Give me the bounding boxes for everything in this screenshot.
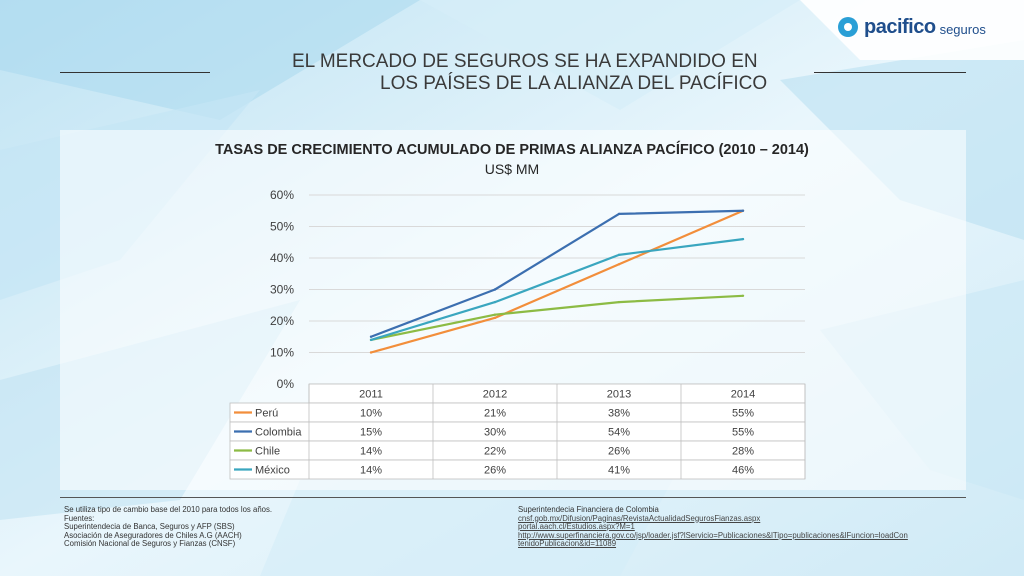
footer-source: Superintendecia Financiera de Colombia [518,505,659,514]
data-point [617,253,621,257]
footer-source: Comisión Nacional de Seguros y Fianzas (… [64,539,236,548]
data-point [369,335,373,338]
title-rule-left [60,72,210,73]
data-label: 22% [484,446,506,458]
legend-label: Colombia [255,427,302,439]
table-row [229,421,806,442]
data-label: 10% [360,408,382,420]
x-category-label: 2012 [483,389,507,401]
title-rule-right [814,72,966,73]
series-line-colombia [370,209,744,338]
logo-name: pacifico [864,15,936,38]
footer-separator [60,497,966,498]
series-line-perú [370,209,744,354]
data-label: 15% [360,427,382,439]
table-row [229,402,806,423]
legend-label: Perú [255,408,278,420]
x-category-label: 2014 [731,389,755,401]
source-link[interactable]: tenidoPublicacion&id=11089 [518,539,617,548]
data-label: 41% [608,465,630,477]
data-label: 14% [360,465,382,477]
table-row [229,459,806,480]
data-label: 38% [608,408,630,420]
legend-label: Chile [255,446,280,458]
y-tick-label: 40% [270,251,294,265]
footer-links: Superintendecia Financiera de Colombia c… [518,505,908,549]
table-row [229,440,806,461]
data-point [369,338,373,342]
footer-notes: Se utiliza tipo de cambio base del 2010 … [64,505,273,549]
y-tick-label: 60% [270,188,294,202]
footer-note: Se utiliza tipo de cambio base del 2010 … [64,505,273,514]
data-point [493,316,497,320]
data-label: 55% [732,408,754,420]
data-label: 21% [484,408,506,420]
data-label: 54% [608,427,630,439]
footer-sources-label: Fuentes: [64,513,95,523]
y-tick-label: 10% [270,346,294,360]
logo-icon [838,17,858,37]
data-point [493,300,497,304]
data-label: 46% [732,465,754,477]
data-label: 26% [608,446,630,458]
data-point [741,209,745,212]
logo-subtitle: seguros [939,21,986,37]
data-point [369,351,373,354]
data-point [617,263,621,266]
y-tick-label: 20% [270,314,294,328]
footer-source: Asociación de Aseguradores de Chiles A.G… [64,530,242,540]
chart-subtitle: US$ MM [484,161,540,177]
data-point [493,288,497,291]
data-point [741,294,745,297]
series-line-méxico [370,238,744,341]
source-link[interactable]: portal.aach.cl/Estudios.aspx?M=1 [518,522,635,531]
data-label: 14% [360,446,382,458]
chart-title: TASAS DE CRECIMIENTO ACUMULADO DE PRIMAS… [215,142,809,158]
y-tick-label: 50% [270,220,294,234]
slide-title-line2: LOS PAÍSES DE LA ALIANZA DEL PACÍFICO [380,73,768,94]
y-tick-label: 0% [277,377,295,391]
source-link[interactable]: http://www.superfinanciera.gov.co/jsp/lo… [518,530,908,540]
data-point [493,313,497,316]
data-label: 26% [484,465,506,477]
data-label: 28% [732,446,754,458]
x-category-label: 2011 [359,389,383,401]
data-point [617,300,621,304]
data-label: 55% [732,427,754,439]
source-link[interactable]: cnsf.gob.mx/Difusion/Paginas/RevistaActu… [518,513,761,523]
data-label: 30% [484,427,506,439]
slide-title-line1: EL MERCADO DE SEGUROS SE HA EXPANDIDO EN [292,51,758,72]
footer-source: Superintendecia de Banca, Seguros y AFP … [64,522,235,531]
x-category-label: 2013 [607,389,631,401]
brand-logo: pacifico seguros [838,12,986,42]
data-point [741,237,745,241]
data-point [617,212,621,216]
series-line-chile [370,294,744,341]
legend-label: México [255,465,290,477]
y-tick-label: 30% [270,283,294,297]
